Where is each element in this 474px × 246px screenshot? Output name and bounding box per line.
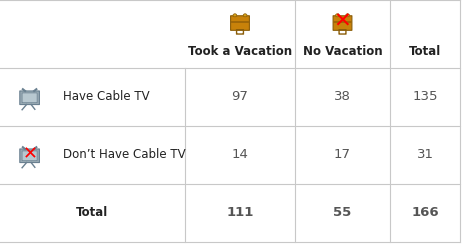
Text: Have Cable TV: Have Cable TV bbox=[63, 91, 149, 104]
Text: Total: Total bbox=[409, 45, 441, 58]
Text: 31: 31 bbox=[417, 149, 434, 162]
Bar bbox=[333, 21, 352, 23]
Text: ✕: ✕ bbox=[334, 12, 351, 32]
Text: Took a Vacation: Took a Vacation bbox=[188, 45, 292, 58]
FancyBboxPatch shape bbox=[230, 16, 249, 30]
Text: 17: 17 bbox=[334, 149, 351, 162]
FancyBboxPatch shape bbox=[20, 149, 39, 163]
FancyBboxPatch shape bbox=[22, 93, 37, 103]
Text: 135: 135 bbox=[412, 91, 438, 104]
FancyBboxPatch shape bbox=[333, 16, 352, 30]
Text: ✕: ✕ bbox=[23, 146, 38, 164]
Ellipse shape bbox=[346, 14, 349, 17]
Ellipse shape bbox=[336, 14, 339, 17]
Text: 111: 111 bbox=[226, 206, 254, 219]
Text: 97: 97 bbox=[232, 91, 248, 104]
Text: Don’t Have Cable TV: Don’t Have Cable TV bbox=[63, 149, 185, 162]
Text: 166: 166 bbox=[411, 206, 439, 219]
Ellipse shape bbox=[233, 14, 237, 17]
Ellipse shape bbox=[243, 14, 247, 17]
Text: 14: 14 bbox=[232, 149, 248, 162]
Bar bbox=[231, 21, 249, 23]
Text: No Vacation: No Vacation bbox=[303, 45, 383, 58]
FancyBboxPatch shape bbox=[20, 91, 39, 105]
FancyBboxPatch shape bbox=[22, 151, 37, 161]
Text: Total: Total bbox=[76, 206, 109, 219]
Text: 55: 55 bbox=[333, 206, 352, 219]
Text: 38: 38 bbox=[334, 91, 351, 104]
